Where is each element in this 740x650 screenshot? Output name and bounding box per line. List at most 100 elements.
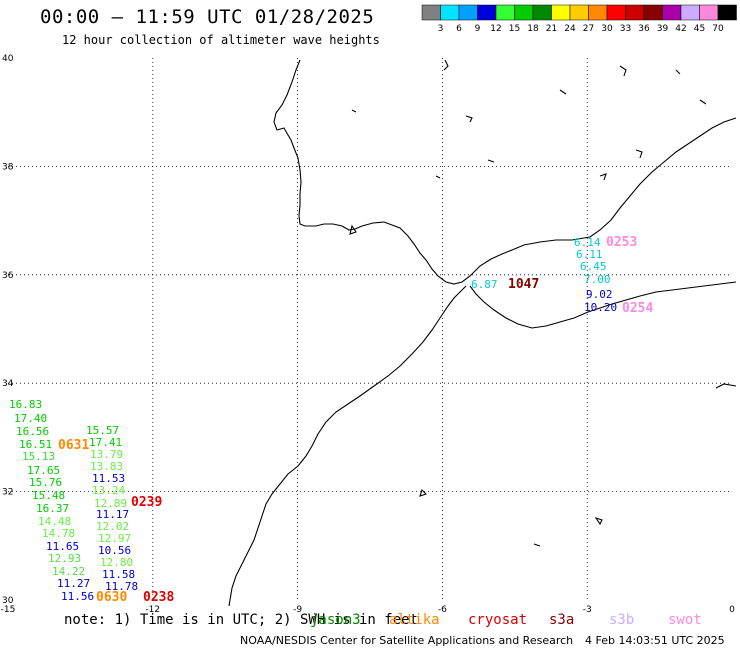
coastline: [228, 59, 737, 607]
wave-height-label: 6.11: [576, 248, 603, 261]
color-bin-8: [569, 4, 589, 21]
satellite-s3b: s3b: [609, 612, 635, 628]
color-bin-label: 39: [657, 24, 669, 34]
lon-tick-label: -15: [1, 605, 16, 615]
color-bin-6: [532, 4, 552, 21]
map-subtitle: 12 hour collection of altimeter wave hei…: [62, 33, 380, 47]
color-bin-label: 12: [490, 24, 501, 34]
africa-coastline: [228, 285, 467, 607]
wave-height-label: 16.51: [19, 438, 52, 451]
lat-tick-label: 30: [2, 596, 14, 606]
wave-height-label: 16.56: [16, 425, 49, 438]
color-bin-label: 15: [509, 24, 520, 34]
color-bin-label: 21: [546, 24, 557, 34]
color-bin-label: 24: [564, 24, 576, 34]
generated-timestamp: 4 Feb 14:03:51 UTC 2025: [585, 634, 725, 647]
color-bin-4: [495, 4, 515, 21]
color-bin-label: 6: [456, 24, 462, 34]
wave-height-label: 6.45: [580, 260, 607, 273]
map-title: 00:00 – 11:59 UTC 01/28/2025: [40, 6, 375, 28]
satellite-jason3: jason3: [310, 612, 361, 628]
color-bin-2: [458, 4, 478, 21]
pass-time-label: 0253: [606, 235, 637, 250]
color-bin-0: [421, 4, 441, 21]
satellite-cryosat: cryosat: [468, 612, 528, 628]
wave-height-label: 11.53: [92, 472, 125, 485]
wave-height-label: 15.57: [86, 424, 119, 437]
color-bin-3: [477, 4, 497, 21]
color-bin-1: [440, 4, 460, 21]
med-africa-coastline: [469, 281, 737, 329]
color-bin-10: [606, 4, 626, 21]
data-labels: 16.8317.4016.5616.5115.1317.6515.7615.48…: [9, 235, 653, 605]
wave-height-label: 12.97: [98, 532, 131, 545]
wave-height-label: 16.83: [9, 398, 42, 411]
wave-height-label: 6.87: [471, 278, 498, 291]
lat-lon-grid: -15 -12 -9 -6 -3 0 40 38 36 34 32 30: [1, 54, 735, 615]
wave-height-label: 7.00: [584, 273, 611, 286]
color-bin-label: 30: [601, 24, 613, 34]
color-bin-5: [514, 4, 534, 21]
color-bin-label: 9: [475, 24, 481, 34]
wave-height-label: 6.14: [574, 236, 601, 249]
wave-height-label: 17.41: [89, 436, 122, 449]
color-bin-12: [643, 4, 663, 21]
wave-height-label: 17.65: [27, 464, 60, 477]
wave-height-label: 13.24: [92, 484, 125, 497]
color-bin-7: [551, 4, 571, 21]
wave-height-label: 11.65: [46, 540, 79, 553]
color-bin-15: [699, 4, 719, 21]
iberia-coastline: [273, 59, 737, 285]
lat-tick-label: 34: [2, 379, 14, 389]
lon-tick-label: -9: [293, 605, 302, 615]
pass-time-label: 0254: [622, 301, 653, 316]
wave-height-label: 14.78: [42, 527, 75, 540]
wave-height-label: 11.78: [105, 580, 138, 593]
color-bin-label: 33: [620, 24, 631, 34]
color-bin-label: 3: [438, 24, 444, 34]
wave-height-label: 12.93: [48, 552, 81, 565]
wave-height-label: 13.79: [90, 448, 123, 461]
lon-tick-label: 0: [729, 605, 735, 615]
lat-tick-label: 32: [2, 488, 13, 498]
wave-height-label: 11.56: [61, 590, 94, 603]
satellite-altika: altika: [389, 612, 440, 628]
wave-height-label: 14.22: [52, 565, 85, 578]
pass-time-label: 1047: [508, 277, 539, 292]
wave-height-label: 15.76: [29, 476, 62, 489]
color-bin-label: 36: [638, 24, 650, 34]
pass-time-label: 0238: [143, 590, 174, 605]
lat-tick-label: 40: [2, 54, 14, 64]
lon-tick-label: -12: [145, 605, 160, 615]
satellite-s3a: s3a: [549, 612, 575, 628]
wave-height-label: 12.80: [100, 556, 133, 569]
wave-height-label: 15.48: [32, 489, 65, 502]
wave-height-label: 11.58: [102, 568, 135, 581]
credit-line: NOAA/NESDIS Center for Satellite Applica…: [240, 634, 574, 647]
wave-height-label: 9.02: [586, 288, 613, 301]
color-bin-label: 27: [583, 24, 594, 34]
color-bin-label: 45: [694, 24, 705, 34]
color-bin-label: 18: [527, 24, 539, 34]
footnote: note: 1) Time is in UTC; 2) SWH is in fe…: [64, 612, 419, 628]
wave-height-label: 12.02: [96, 520, 129, 533]
wave-height-label: 15.13: [22, 450, 55, 463]
wave-height-label: 14.48: [38, 515, 71, 528]
color-bin-13: [662, 4, 682, 21]
wave-height-label: 17.40: [14, 412, 47, 425]
color-bin-9: [588, 4, 608, 21]
color-bin-14: [680, 4, 700, 21]
wave-height-label: 11.27: [57, 577, 90, 590]
lat-tick-label: 38: [2, 162, 14, 172]
lon-tick-label: -6: [438, 605, 447, 615]
satellite-swot: swot: [668, 612, 702, 628]
lon-tick-label: -3: [583, 605, 592, 615]
wave-height-label: 16.37: [36, 502, 69, 515]
color-bin-label: 42: [675, 24, 686, 34]
color-bin-16: [717, 4, 737, 21]
wave-height-label: 11.17: [96, 508, 129, 521]
color-bin-11: [625, 4, 645, 21]
pass-time-label: 0630: [96, 590, 127, 605]
